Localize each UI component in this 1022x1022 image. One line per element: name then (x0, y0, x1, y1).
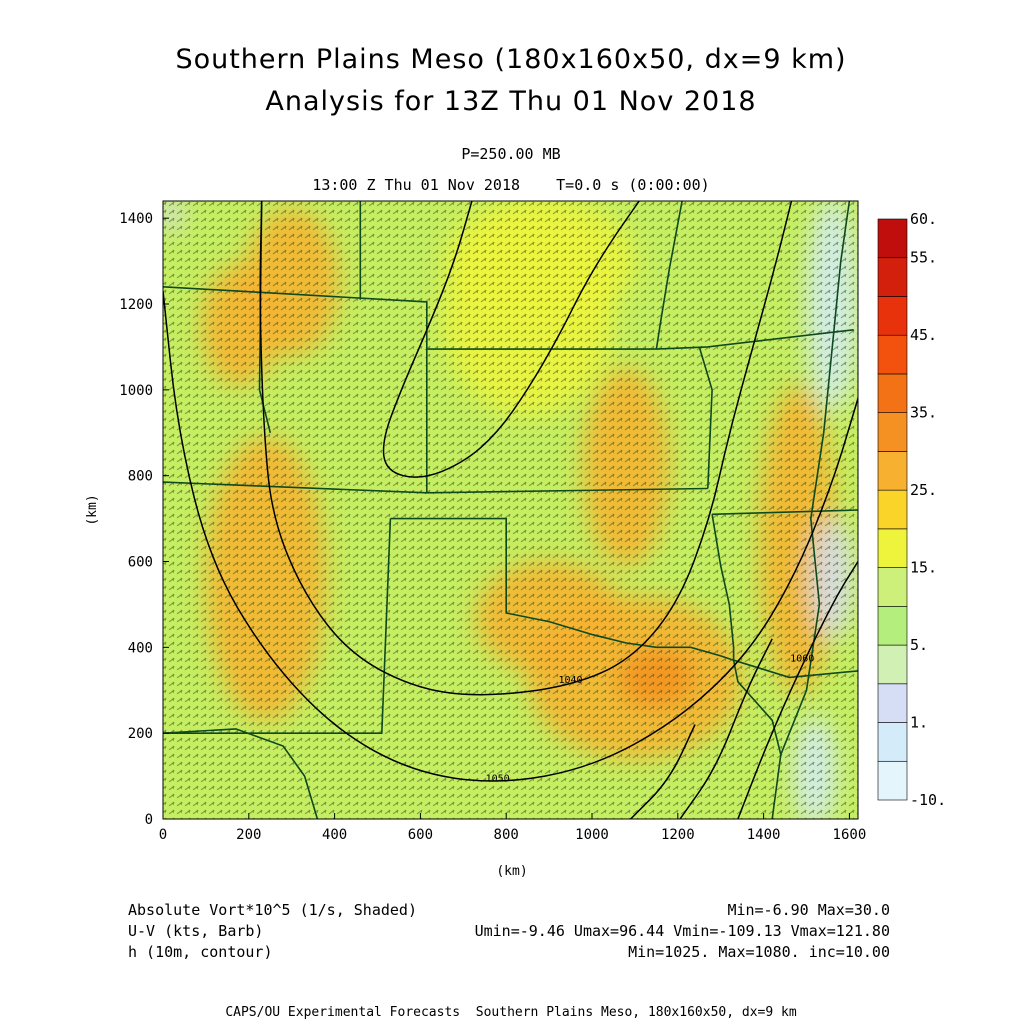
state-boundaries (163, 201, 858, 819)
colorbar-swatch (877, 296, 908, 336)
colorbar-label: 5. (910, 636, 928, 654)
x-tick-label: 1200 (661, 827, 695, 843)
state-border (712, 509, 858, 516)
x-tick-label: 200 (236, 827, 261, 843)
x-tick-label: 600 (408, 827, 433, 843)
contour-label: 1060 (790, 654, 814, 665)
contour-label: 1050 (486, 774, 510, 785)
x-axis: 0 200 400 600 800 1000 1200 1400 1600 (159, 813, 866, 843)
colorbar-swatch (877, 760, 908, 801)
state-border (163, 518, 392, 734)
y-tick-label: 200 (128, 726, 153, 742)
plot-frame (162, 200, 859, 820)
height-contour (163, 291, 858, 782)
colorbar-swatch (877, 722, 908, 762)
footer-credit: CAPS/OU Experimental Forecasts Southern … (225, 1005, 797, 1020)
field-name-wind: U-V (kts, Barb) (128, 922, 264, 940)
colorbar-swatch (877, 451, 908, 491)
y-tick-label: 400 (128, 640, 153, 656)
plot-subtitle: Analysis for 13Z Thu 01 Nov 2018 (265, 86, 757, 117)
field-stats-wind: Umin=-9.46 Umax=96.44 Vmin=-109.13 Vmax=… (474, 922, 890, 940)
x-tick-label: 1600 (833, 827, 867, 843)
field-stats-height: Min=1025. Max=1080. inc=10.00 (628, 943, 890, 961)
y-tick-label: 1000 (119, 383, 153, 399)
state-border (163, 481, 708, 494)
colorbar-label: 1. (910, 714, 928, 732)
colorbar-swatch (877, 528, 908, 568)
colorbar-label: 60. (910, 210, 937, 228)
x-tick-label: 1400 (747, 827, 781, 843)
state-border (390, 517, 507, 613)
colorbar-swatch (877, 644, 908, 685)
plot-title: Southern Plains Meso (180x160x50, dx=9 k… (175, 44, 847, 75)
colorbar-label: 25. (910, 481, 937, 499)
field-stats-vorticity: Min=-6.90 Max=30.0 (727, 901, 890, 919)
y-tick-label: 0 (145, 812, 153, 828)
colorbar-label: 15. (910, 559, 937, 577)
y-tick-label: 1400 (119, 211, 153, 227)
state-border (733, 659, 858, 679)
x-tick-label: 0 (159, 827, 167, 843)
state-border (655, 201, 683, 350)
pressure-level: P=250.00 MB (461, 145, 561, 163)
valid-time: 13:00 Z Thu 01 Nov 2018 T=0.0 s (0:00:00… (312, 176, 710, 194)
colorbar: 60. 55. 45. 35. 25. 15. 5. 1. -10. (877, 210, 946, 809)
x-tick-label: 1000 (575, 827, 609, 843)
plot-area: 1040 1050 1060 (163, 201, 858, 819)
colorbar-label: -10. (910, 791, 946, 809)
contour-label: 1040 (559, 675, 583, 686)
colorbar-swatch (877, 412, 908, 452)
colorbar-swatch (877, 334, 908, 375)
state-border (698, 346, 713, 489)
colorbar-label: 35. (910, 404, 937, 422)
state-border (163, 728, 319, 819)
state-border (711, 514, 735, 661)
x-axis-label: (km) (496, 864, 527, 879)
x-tick-label: 800 (494, 827, 519, 843)
y-tick-label: 600 (128, 555, 153, 571)
y-tick-label: 800 (128, 469, 153, 485)
y-tick-label: 1200 (119, 297, 153, 313)
x-tick-label: 400 (322, 827, 347, 843)
wind-barbs (163, 201, 858, 819)
state-border (732, 660, 782, 819)
height-contour (679, 638, 773, 819)
state-border (656, 329, 854, 350)
height-contour (630, 724, 696, 819)
colorbar-swatch (877, 218, 908, 259)
state-border (780, 201, 851, 755)
colorbar-swatch (877, 257, 908, 297)
colorbar-swatch (877, 683, 908, 723)
height-contour (259, 201, 793, 696)
colorbar-swatch (877, 606, 908, 646)
colorbar-swatch (877, 489, 908, 530)
state-border (163, 286, 428, 493)
field-name-vorticity: Absolute Vort*10^5 (1/s, Shaded) (128, 901, 417, 919)
y-axis: 0 200 400 600 800 1000 1200 1400 (119, 211, 169, 828)
height-contour (737, 561, 858, 819)
y-axis-label: (km) (85, 494, 100, 525)
colorbar-swatch (877, 567, 908, 607)
height-contours: 1040 1050 1060 (163, 201, 858, 819)
height-contour (382, 201, 640, 478)
colorbar-swatch (877, 373, 908, 413)
field-name-height: h (10m, contour) (128, 943, 273, 961)
colorbar-label: 45. (910, 326, 937, 344)
colorbar-label: 55. (910, 249, 937, 267)
